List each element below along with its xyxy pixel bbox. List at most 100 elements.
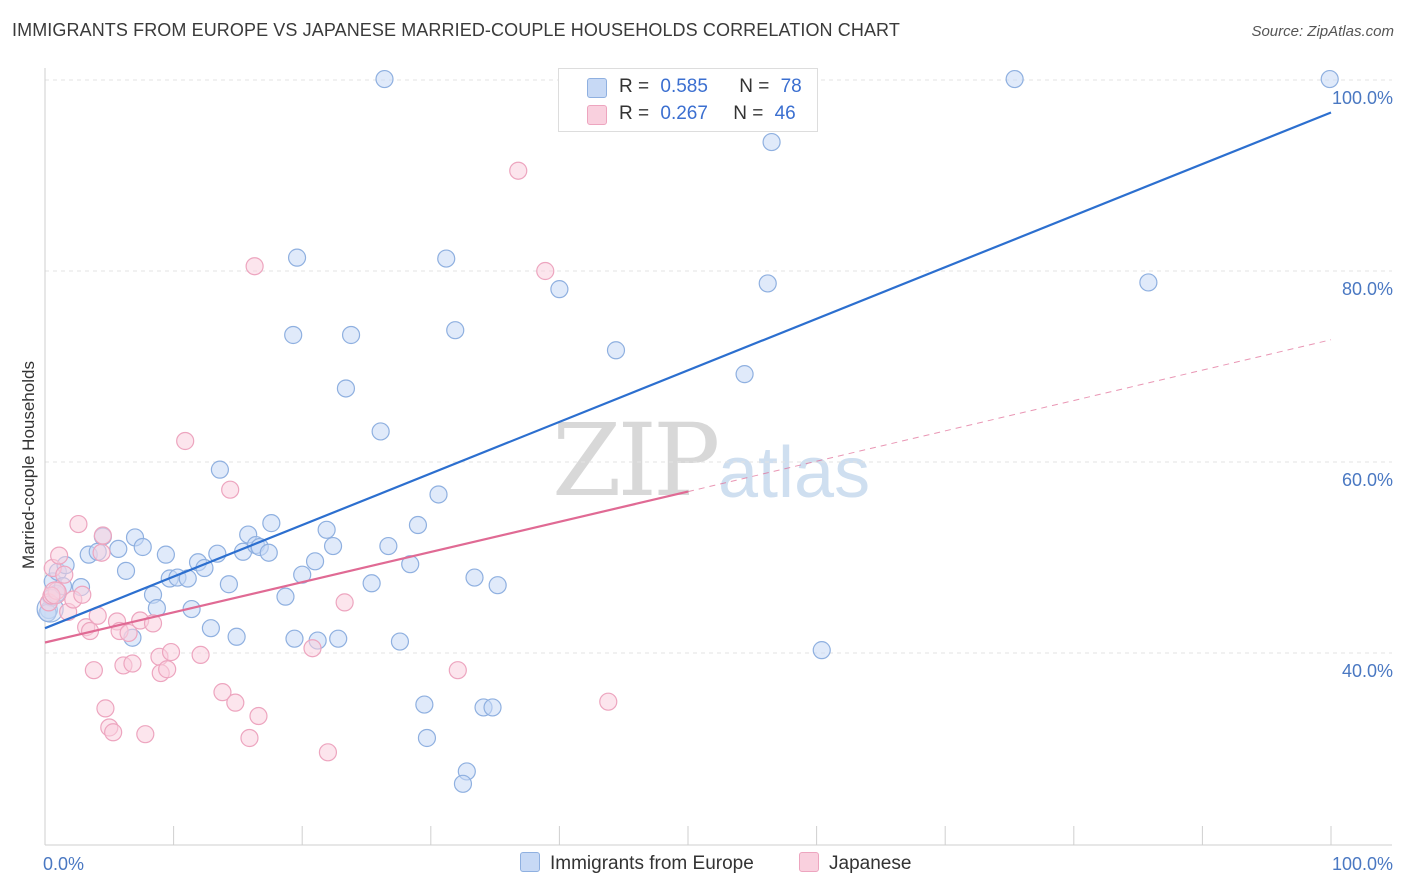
data-point-immigrants [262, 514, 281, 533]
data-point-immigrants [305, 552, 325, 571]
bottom-legend-swatch-blue [520, 852, 540, 872]
data-point-immigrants [210, 460, 229, 479]
data-point-japanese [303, 639, 322, 658]
bottom-legend-japanese: Japanese [799, 852, 911, 875]
data-point-japanese [245, 257, 264, 276]
data-point-immigrants [758, 274, 777, 293]
data-point-immigrants [317, 520, 336, 539]
data-point-japanese [104, 723, 123, 742]
data-point-immigrants [329, 629, 348, 648]
data-point-immigrants [762, 132, 781, 152]
data-point-japanese [92, 543, 111, 562]
data-point-immigrants [488, 576, 507, 595]
source-label: Source: ZipAtlas.com [1251, 23, 1394, 40]
series-japanese [39, 161, 618, 762]
data-point-japanese [536, 261, 555, 281]
data-point-japanese [318, 743, 338, 762]
data-point-immigrants [446, 321, 465, 340]
data-point-immigrants [1320, 69, 1339, 89]
trend-line-immigrants [44, 111, 1332, 630]
data-point-immigrants [109, 539, 128, 559]
legend-n-value: 78 [780, 76, 802, 97]
legend-r-label: R = [619, 76, 650, 97]
watermark-atlas: atlas [718, 433, 871, 513]
x-tick-label: 100.0% [1332, 854, 1393, 874]
data-point-japanese [96, 699, 115, 718]
data-point-immigrants [259, 543, 278, 562]
y-axis-label: Married-couple Households [19, 361, 38, 569]
x-tick-label: 0.0% [43, 854, 84, 874]
bottom-legend-swatch-pink [799, 852, 819, 872]
data-point-immigrants [336, 379, 356, 398]
data-point-immigrants [362, 574, 381, 593]
legend: R = 0.585 N = 78 R = 0.267 N = 46 [558, 68, 818, 132]
data-point-japanese [50, 546, 69, 565]
legend-n-label: N = [733, 103, 764, 124]
data-point-immigrants [417, 728, 437, 748]
data-point-immigrants [133, 537, 152, 557]
data-point-immigrants [285, 629, 304, 648]
y-tick-label: 60.0% [1342, 470, 1393, 490]
data-point-immigrants [1139, 273, 1158, 292]
data-point-immigrants [735, 365, 754, 384]
data-point-japanese [226, 693, 245, 712]
y-tick-label: 40.0% [1342, 661, 1393, 681]
y-tick-label: 100.0% [1332, 88, 1393, 108]
data-point-japanese [176, 431, 195, 451]
data-point-japanese [158, 660, 177, 679]
legend-swatch-blue [587, 78, 607, 98]
data-point-immigrants [429, 485, 448, 504]
data-point-immigrants [219, 575, 238, 594]
data-point-immigrants [375, 69, 394, 89]
data-point-japanese [240, 728, 259, 748]
legend-r-value: 0.585 [660, 76, 708, 97]
legend-r-value: 0.267 [660, 103, 708, 124]
series-immigrants-from-europe [36, 69, 1339, 793]
data-point-immigrants [116, 561, 136, 580]
data-point-immigrants [550, 280, 569, 299]
data-point-japanese [335, 593, 354, 612]
data-point-immigrants [465, 568, 484, 587]
trend-line-japanese [687, 339, 1332, 493]
data-point-immigrants [606, 341, 626, 360]
y-tick-label: 80.0% [1342, 279, 1393, 299]
bottom-legend-label: Japanese [829, 853, 912, 874]
data-point-immigrants [284, 325, 303, 345]
data-point-japanese [119, 623, 138, 643]
bottom-legend-immigrants: Immigrants from Europe [520, 852, 754, 875]
data-point-japanese [69, 514, 88, 534]
data-point-japanese [84, 661, 103, 680]
data-point-japanese [249, 706, 268, 726]
data-point-immigrants [1005, 69, 1024, 89]
data-point-immigrants [390, 632, 410, 651]
trend-line-japanese [44, 490, 689, 644]
data-point-japanese [93, 526, 112, 545]
data-point-japanese [213, 683, 232, 702]
legend-n-value: 46 [774, 103, 796, 124]
data-point-immigrants [408, 515, 428, 535]
data-point-immigrants [415, 695, 434, 714]
data-point-immigrants [287, 248, 307, 267]
data-point-japanese [191, 645, 210, 665]
data-point-immigrants [371, 422, 390, 441]
trend-lines [44, 111, 1332, 644]
legend-n-label: N = [739, 76, 770, 97]
legend-swatch-pink [587, 105, 607, 125]
data-point-japanese [448, 661, 467, 680]
data-point-immigrants [437, 249, 456, 268]
grid-lines [45, 79, 1392, 654]
data-point-immigrants [323, 536, 343, 556]
data-point-immigrants [379, 536, 398, 556]
data-point-japanese [599, 692, 618, 711]
chart-title: IMMIGRANTS FROM EUROPE VS JAPANESE MARRI… [12, 20, 900, 40]
data-point-japanese [161, 642, 181, 662]
watermark-zip: ZIP [552, 402, 720, 519]
data-point-immigrants [812, 641, 831, 660]
bottom-legend-label: Immigrants from Europe [550, 853, 754, 874]
data-point-japanese [509, 161, 528, 180]
data-point-immigrants [341, 325, 361, 345]
data-point-immigrants [156, 545, 175, 564]
legend-r-label: R = [619, 103, 650, 124]
data-point-japanese [221, 480, 240, 499]
